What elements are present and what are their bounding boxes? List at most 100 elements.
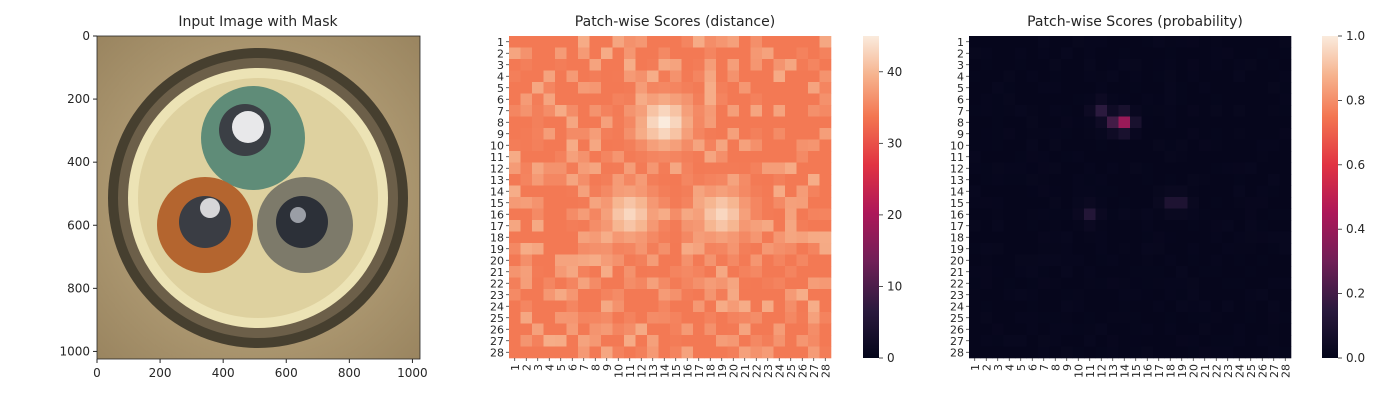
heatmap-cell — [658, 312, 671, 324]
heatmap-cell — [1072, 185, 1085, 198]
heatmap-cell — [1176, 254, 1188, 267]
heatmap-cell — [693, 59, 705, 71]
heatmap-cell — [566, 128, 579, 140]
heatmap-cell — [555, 128, 567, 140]
heatmap-cell — [1049, 151, 1062, 163]
x-tick-label: 1000 — [397, 366, 428, 380]
heatmap-cell — [1107, 254, 1119, 267]
heatmap-cell — [612, 105, 625, 117]
heatmap-cell — [612, 116, 625, 129]
heatmap-cell — [1279, 93, 1292, 106]
heatmap-cell — [1038, 59, 1050, 71]
heatmap-cell — [819, 289, 832, 301]
heatmap-cell — [1061, 82, 1073, 94]
heatmap-cell — [1003, 82, 1016, 94]
heatmap-cell — [1256, 335, 1269, 347]
heatmap-cell — [635, 312, 648, 324]
heatmap-cell — [716, 346, 728, 359]
heatmap-cell — [1233, 231, 1246, 244]
heatmap-cell — [785, 36, 797, 48]
heatmap-cell — [1130, 59, 1142, 71]
heatmap-cell — [601, 36, 613, 48]
heatmap-cell — [635, 151, 648, 163]
heatmap-cell — [739, 93, 751, 106]
heatmap-cell — [1176, 82, 1188, 94]
heatmap-cell — [1095, 266, 1108, 278]
heatmap-cell — [1245, 128, 1257, 140]
heatmap-cell — [808, 231, 820, 244]
heatmap-cell — [1072, 312, 1085, 324]
heatmap-cell — [555, 323, 567, 336]
heatmap-cell — [1084, 105, 1096, 117]
heatmap-cell — [785, 174, 797, 186]
row-label: 14 — [950, 185, 964, 198]
heatmap-cell — [1153, 323, 1165, 336]
heatmap-cell — [1233, 174, 1246, 186]
heatmap-cell — [1003, 335, 1016, 347]
heatmap-cell — [612, 312, 625, 324]
heatmap-cell — [1233, 93, 1246, 106]
heatmap-cell — [992, 174, 1004, 186]
heatmap-cell — [969, 70, 981, 83]
heatmap-cell — [1015, 289, 1027, 301]
heatmap-cell — [647, 36, 659, 48]
x-tick-label: 200 — [149, 366, 172, 380]
heatmap-cell — [1233, 323, 1246, 336]
heatmap-cell — [1049, 346, 1062, 359]
y-tick-label: 0 — [82, 29, 90, 43]
heatmap-cell — [670, 128, 682, 140]
heatmap-cell — [1003, 220, 1016, 232]
heatmap-cell — [1256, 139, 1269, 152]
heatmap-cell — [1187, 105, 1200, 117]
row-label: 6 — [957, 93, 964, 106]
heatmap-cell — [670, 105, 682, 117]
heatmap-cell — [1279, 116, 1292, 129]
heatmap-cell — [750, 289, 763, 301]
heatmap-cell — [739, 220, 751, 232]
heatmap-cell — [1256, 254, 1269, 267]
col-label: 7 — [578, 364, 591, 371]
heatmap-cell — [612, 93, 625, 106]
heatmap-cell — [1072, 162, 1085, 175]
heatmap-cell — [1038, 266, 1050, 278]
heatmap-cell — [555, 139, 567, 152]
heatmap-cell — [1279, 70, 1292, 83]
heatmap-cell — [773, 346, 786, 359]
heatmap-cell — [1026, 128, 1039, 140]
heatmap-cell — [1222, 220, 1234, 232]
heatmap-cell — [796, 266, 809, 278]
heatmap-cell — [969, 208, 981, 221]
heatmap-cell — [1176, 162, 1188, 175]
heatmap-cell — [1279, 335, 1292, 347]
heatmap-cell — [1130, 174, 1142, 186]
heatmap-cell — [1222, 116, 1234, 129]
col-label: 5 — [1015, 364, 1028, 371]
heatmap-cell — [773, 243, 786, 255]
heatmap-cell — [727, 162, 740, 175]
heatmap-cell — [808, 47, 820, 60]
heatmap-cell — [543, 254, 556, 267]
col-label: 23 — [762, 364, 775, 378]
heatmap-cell — [796, 335, 809, 347]
heatmap-cell — [670, 335, 682, 347]
heatmap-cell — [1049, 243, 1062, 255]
heatmap-cell — [1107, 277, 1119, 290]
heatmap-cell — [716, 174, 728, 186]
panel-1-title: Input Image with Mask — [178, 14, 338, 30]
row-label: 9 — [497, 128, 504, 141]
col-label: 21 — [1199, 364, 1212, 378]
heatmap-cell — [647, 208, 659, 221]
col-label: 16 — [681, 364, 694, 378]
heatmap-cell — [785, 231, 797, 244]
heatmap-cell — [750, 208, 763, 221]
heatmap-cell — [589, 335, 602, 347]
heatmap-cell — [1107, 289, 1119, 301]
colorbar-tick-label: 0.6 — [1346, 158, 1365, 172]
heatmap-cell — [555, 335, 567, 347]
heatmap-cell — [635, 70, 648, 83]
heatmap-cell — [1256, 162, 1269, 175]
heatmap-cell — [1268, 128, 1280, 140]
heatmap-cell — [658, 59, 671, 71]
heatmap-cell — [670, 208, 682, 221]
col-label: 25 — [785, 364, 798, 378]
